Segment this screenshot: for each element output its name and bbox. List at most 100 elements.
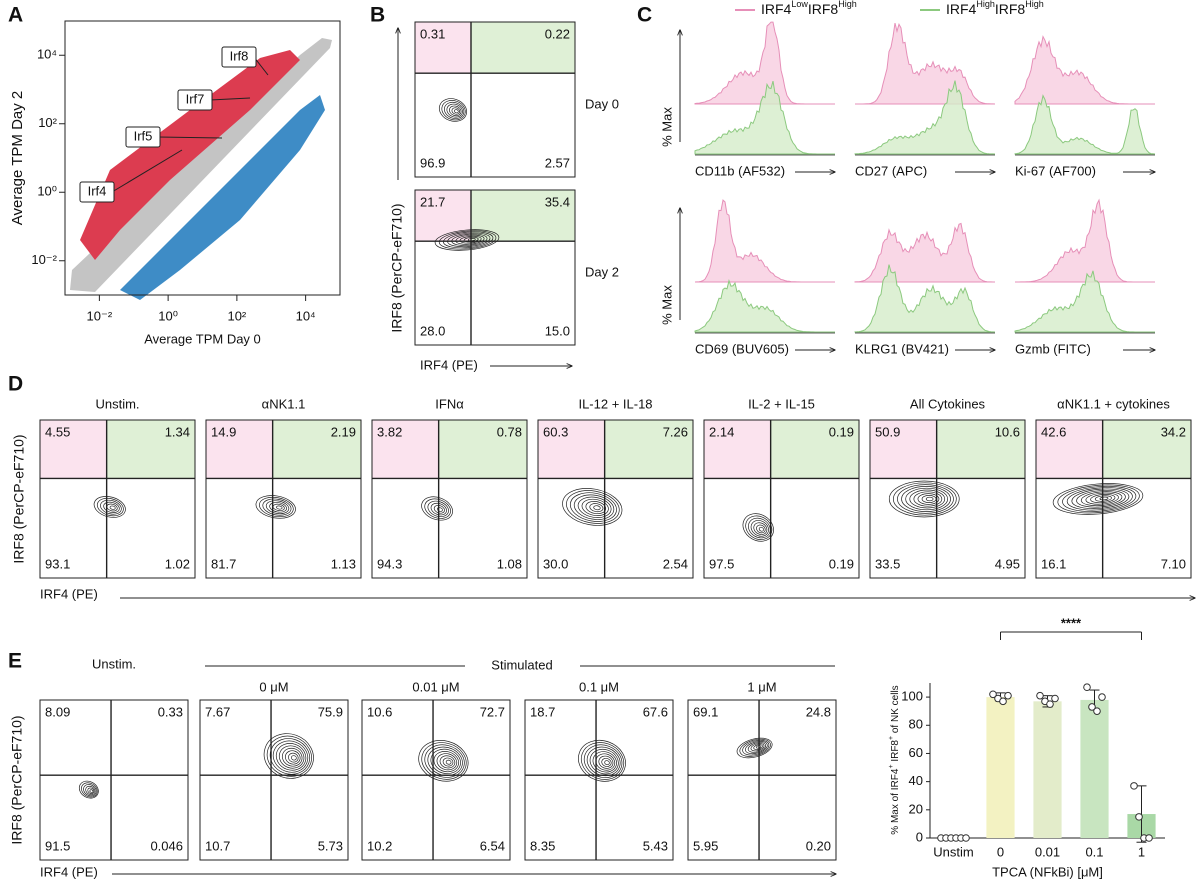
x-axis-label: TPCA (NFkBi) [μM]	[992, 864, 1103, 879]
histogram	[694, 21, 835, 105]
quadrant-value: 0.22	[545, 26, 570, 41]
histogram	[1015, 198, 1155, 283]
x-tick-label: 10²	[227, 308, 246, 323]
gate-high-high	[936, 420, 1025, 479]
histogram	[1014, 94, 1156, 155]
marker-label: KLRG1 (BV421)	[855, 341, 949, 356]
x-axis-label: IRF4 (PE)	[420, 357, 478, 372]
data-point	[1051, 694, 1059, 703]
annotation-line	[209, 97, 251, 101]
data-point	[1130, 782, 1138, 790]
x-tick-label: Unstim	[933, 844, 973, 859]
gate-high-high	[272, 420, 361, 479]
contour	[278, 745, 305, 769]
contour	[103, 501, 120, 513]
plot-title: αNK1.1 + cytokines	[1057, 396, 1170, 411]
plot-frame	[39, 419, 196, 579]
contour	[439, 755, 456, 769]
contour	[436, 507, 443, 512]
contour	[87, 787, 95, 794]
quadrant-value: 10.7	[205, 838, 230, 853]
contour	[433, 751, 459, 773]
contour	[742, 513, 774, 542]
contour	[892, 482, 957, 516]
y-tick-label: 10⁻²	[31, 252, 57, 267]
data-point	[1004, 691, 1012, 700]
gate-high-high	[438, 420, 527, 479]
contour	[758, 526, 764, 532]
contour	[446, 103, 463, 118]
contour	[586, 746, 621, 777]
contour	[1085, 492, 1119, 505]
gate-high-high	[770, 420, 859, 479]
x-tick-label: 10⁻²	[87, 308, 113, 323]
contour	[284, 750, 301, 765]
y-axis-label: % Max	[659, 285, 674, 325]
contour	[1071, 488, 1130, 509]
contour	[913, 491, 943, 507]
plot-frame	[199, 699, 349, 861]
contour	[449, 105, 462, 117]
y-label-part: IRF8	[890, 740, 901, 765]
marker-label: CD11b (AF532)	[695, 163, 785, 178]
scatter-cloud-red	[80, 50, 300, 260]
quadrant-value: 8.09	[45, 704, 70, 719]
annotation-box	[125, 126, 161, 148]
y-axis-label: IRF8 (PerCP-eF710)	[9, 715, 25, 844]
quadrant-value: 21.7	[420, 194, 445, 209]
contour	[444, 101, 465, 119]
quadrant-value: 2.19	[331, 424, 356, 439]
quadrant-value: 0.78	[497, 424, 522, 439]
gate-high-high	[106, 420, 195, 479]
contour	[100, 499, 122, 515]
contour	[442, 757, 454, 767]
contour	[269, 738, 311, 775]
plot-title: 1 μM	[747, 679, 776, 694]
gate-low-high	[1036, 420, 1103, 479]
y-label-part: +	[888, 764, 895, 768]
contour	[96, 497, 124, 517]
contour	[569, 492, 617, 522]
legend-part: IRF4	[761, 1, 792, 17]
contour	[455, 234, 485, 245]
quadrant-value: 7.10	[1161, 556, 1186, 571]
contour	[921, 495, 937, 503]
gate-high-high	[471, 190, 575, 242]
bar	[1080, 699, 1109, 838]
y-axis-label: Average TPM Day 2	[9, 91, 26, 226]
data-point	[999, 697, 1007, 706]
quadrant-value: 16.1	[1041, 556, 1066, 571]
quadrant-value: 97.5	[709, 556, 734, 571]
histogram	[854, 222, 995, 283]
quadrant-value: 34.2	[1161, 424, 1186, 439]
group-title: Stimulated	[491, 657, 552, 672]
plot-title: All Cytokines	[910, 396, 986, 411]
quadrant-value: 1.13	[331, 556, 356, 571]
contour	[745, 515, 773, 540]
x-axis-label: Average TPM Day 0	[144, 331, 261, 346]
y-tick-label: 60	[909, 745, 923, 760]
gate-high-high	[1102, 420, 1191, 479]
contour	[427, 746, 463, 776]
annotation-line	[157, 136, 223, 139]
contour	[272, 503, 285, 512]
data-point	[1093, 707, 1101, 715]
quadrant-value: 18.7	[530, 704, 555, 719]
gate-low-high	[206, 420, 273, 479]
quadrant-value: 1.02	[165, 556, 190, 571]
plot-title: IL-12 + IL-18	[578, 396, 652, 411]
quadrant-value: 0.19	[829, 556, 854, 571]
contour	[897, 484, 954, 514]
marker-label: Ki-67 (AF700)	[1015, 163, 1096, 178]
quadrant-value: 8.35	[530, 838, 555, 853]
contour	[604, 760, 610, 766]
gate-low-high	[870, 420, 937, 479]
y-tick-label: 80	[909, 717, 923, 732]
plot-title: 0.1 μM	[579, 679, 619, 694]
plot-frame	[687, 699, 837, 861]
quadrant-value: 94.3	[377, 556, 402, 571]
legend-part: Low	[791, 0, 808, 9]
plot-title: αNK1.1	[262, 396, 306, 411]
contour	[750, 743, 765, 752]
contour	[259, 496, 294, 518]
